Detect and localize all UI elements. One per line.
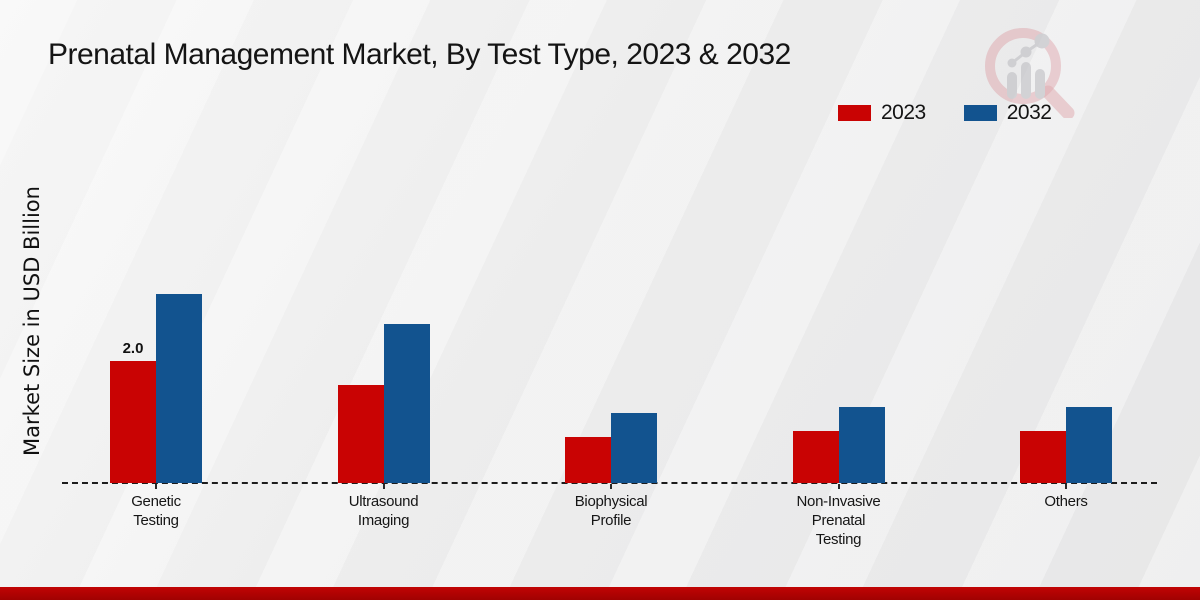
legend-label: 2032 <box>1006 101 1052 124</box>
bar-2023-biophysical-profile <box>565 437 611 483</box>
bar-2032-ultrasound-imaging <box>383 324 430 483</box>
bar-2032-biophysical-profile <box>611 412 657 483</box>
bar-2032-genetic-testing <box>156 293 202 483</box>
magnifier-handle-icon <box>1041 85 1075 118</box>
x-axis-tick <box>382 484 385 489</box>
legend-swatch-2032 <box>963 105 997 121</box>
category-label-others: Others <box>1044 493 1088 510</box>
x-axis-tick <box>155 484 157 489</box>
y-axis-label: Market Size in USD Billion <box>20 186 44 456</box>
legend-label: 2023 <box>881 101 926 124</box>
legend-item-2023: 2023 <box>838 101 926 125</box>
bar-2023-non-invasive-prenatal-testing <box>792 431 839 483</box>
x-axis-tick <box>837 484 840 489</box>
x-axis-tick <box>610 484 612 489</box>
bar-2032-non-invasive-prenatal-testing <box>838 406 885 483</box>
chart-title: Prenatal Management Market, By Test Type… <box>48 38 791 71</box>
logo-bars-icon <box>1007 62 1045 99</box>
magnifier-ring-icon <box>985 28 1061 104</box>
category-label-biophysical-profile: Biophysical Profile <box>574 493 648 529</box>
footer-red-stripe <box>0 587 1200 600</box>
legend-item-2032: 2032 <box>963 101 1052 125</box>
x-axis-tick <box>1065 484 1067 489</box>
category-label-non-invasive-prenatal-testing: Non-Invasive Prenatal Testing <box>796 493 881 548</box>
category-label-genetic-testing: Genetic Testing <box>131 493 181 529</box>
category-label-ultrasound-imaging: Ultrasound Imaging <box>348 493 419 529</box>
magnifier-bar-chart-logo <box>985 28 1075 118</box>
bar-2023-genetic-testing <box>110 361 156 483</box>
bar-2023-others <box>1020 431 1066 483</box>
logo-trend-dots-icon <box>1007 33 1050 68</box>
bar-2032-others <box>1066 406 1112 483</box>
bar-2023-ultrasound-imaging <box>337 385 384 483</box>
legend-swatch-2023 <box>838 105 871 121</box>
x-axis-baseline <box>62 482 1157 484</box>
bar-value-2023-genetic-testing: 2.0 <box>122 340 144 357</box>
legend: 2023 2032 <box>838 101 1052 125</box>
